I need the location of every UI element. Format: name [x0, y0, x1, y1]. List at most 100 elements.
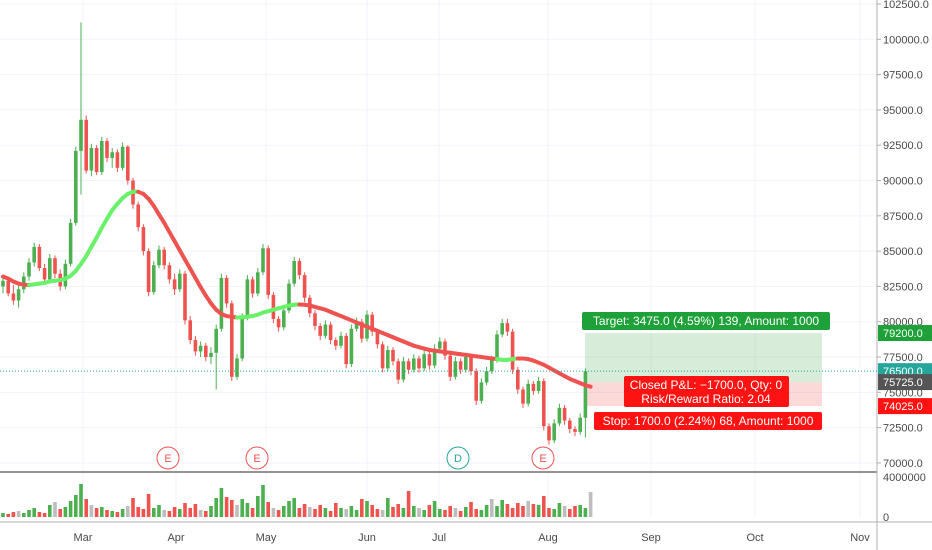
- event-letter: E: [253, 453, 260, 465]
- price-tick-label: 82500.0: [883, 281, 923, 293]
- event-marker[interactable]: E: [156, 446, 180, 470]
- candle-body: [318, 325, 322, 336]
- candle-body: [32, 246, 36, 263]
- volume-bar: [495, 506, 499, 517]
- event-circle: [531, 446, 555, 470]
- volume-bar: [276, 510, 281, 517]
- volume-bar: [193, 504, 198, 517]
- volume-bar: [547, 508, 551, 517]
- volume-bar: [266, 502, 270, 517]
- target-label: Target: 3475.0 (4.59%) 139, Amount: 1000: [582, 312, 830, 330]
- volume-bar: [505, 504, 510, 517]
- candle-body: [469, 357, 473, 372]
- candle-body: [521, 389, 525, 404]
- volume-bar: [401, 508, 406, 517]
- time-tick-label: Jul: [432, 532, 446, 544]
- price-tick-label: 87500.0: [883, 211, 923, 223]
- moving-average-line: [1, 189, 593, 389]
- candle-body: [516, 369, 520, 390]
- volume-bar: [84, 499, 88, 517]
- candle-body: [110, 152, 114, 158]
- candle-body: [297, 261, 302, 276]
- candle-body: [245, 279, 250, 318]
- volume-bar: [152, 508, 156, 517]
- position-labels[interactable]: Target: 3475.0 (4.59%) 139, Amount: 1000…: [582, 312, 830, 430]
- volume-bar: [224, 497, 229, 517]
- candle-body: [79, 119, 83, 151]
- candle-body: [266, 248, 270, 295]
- volume-bar: [490, 499, 494, 517]
- candle-body: [412, 358, 416, 370]
- time-tick-label: Jun: [358, 532, 376, 544]
- volume-bar: [339, 508, 343, 517]
- volume-bar: [380, 510, 385, 517]
- price-tick-label: 95000.0: [883, 105, 923, 117]
- volume-tick-label: 4000000: [883, 472, 926, 484]
- volume-bar: [334, 503, 338, 517]
- candle-body: [500, 323, 504, 335]
- volume-bar: [479, 510, 484, 517]
- event-marker[interactable]: E: [245, 446, 269, 470]
- volume-bar: [562, 506, 567, 517]
- volume-bar: [235, 505, 239, 517]
- candle-body: [438, 341, 442, 349]
- volume-bar: [391, 507, 395, 517]
- candle-body: [115, 152, 120, 168]
- candle-body: [63, 263, 68, 287]
- time-tick-label: Oct: [746, 532, 763, 544]
- volume-bar: [261, 485, 265, 517]
- candle-body: [1, 280, 5, 287]
- volume-bar: [141, 509, 146, 517]
- candle-body: [557, 407, 562, 424]
- volume-bar: [308, 507, 312, 517]
- volume-bar: [500, 500, 504, 517]
- volume-bar: [464, 507, 468, 517]
- event-letter: D: [454, 453, 462, 465]
- candle-body: [578, 417, 582, 432]
- candle-body: [141, 227, 146, 252]
- candle-body: [375, 331, 380, 345]
- volume-bar: [89, 505, 94, 517]
- time-axis[interactable]: Mar Apr May Jun Jul Aug Sep Oct Nov: [74, 532, 871, 544]
- volume-bar: [146, 494, 151, 517]
- candle-body: [391, 349, 395, 362]
- volume-bar: [167, 511, 172, 517]
- candle-body: [479, 382, 484, 401]
- candle-body: [552, 423, 556, 441]
- candle-body: [68, 222, 73, 264]
- volume-bar: [68, 501, 73, 517]
- event-marker[interactable]: D: [446, 446, 470, 470]
- candle-body: [396, 361, 400, 380]
- candle-body: [474, 371, 478, 401]
- volume-bar: [74, 495, 78, 517]
- candle-body: [120, 146, 125, 168]
- target-label-bg: [582, 312, 830, 330]
- volume-bar: [115, 512, 120, 517]
- volume-bar: [469, 502, 473, 517]
- price-tick-label: 72500.0: [883, 423, 923, 435]
- candle-body: [406, 361, 411, 370]
- volume-bars: [1, 484, 593, 517]
- candle-body: [417, 358, 421, 369]
- candle-body: [583, 371, 588, 418]
- event-marker[interactable]: E: [531, 446, 555, 470]
- volume-bar: [183, 503, 187, 517]
- volume-bar: [365, 501, 369, 517]
- volume-bar: [1, 513, 5, 517]
- volume-bar: [209, 506, 213, 517]
- volume-bar: [297, 508, 302, 517]
- volume-bar: [531, 504, 536, 517]
- candle-body: [464, 357, 468, 370]
- time-tick-label: Nov: [850, 532, 870, 544]
- candle-body: [219, 277, 224, 329]
- volume-bar: [536, 505, 541, 517]
- price-axis[interactable]: 102500.0 100000.0 97500.0 95000.0 92500.0 900…: [877, 0, 932, 524]
- candle-body: [126, 146, 130, 181]
- candle-body: [422, 354, 426, 369]
- volume-bar: [557, 503, 562, 517]
- volume-bar: [204, 511, 208, 517]
